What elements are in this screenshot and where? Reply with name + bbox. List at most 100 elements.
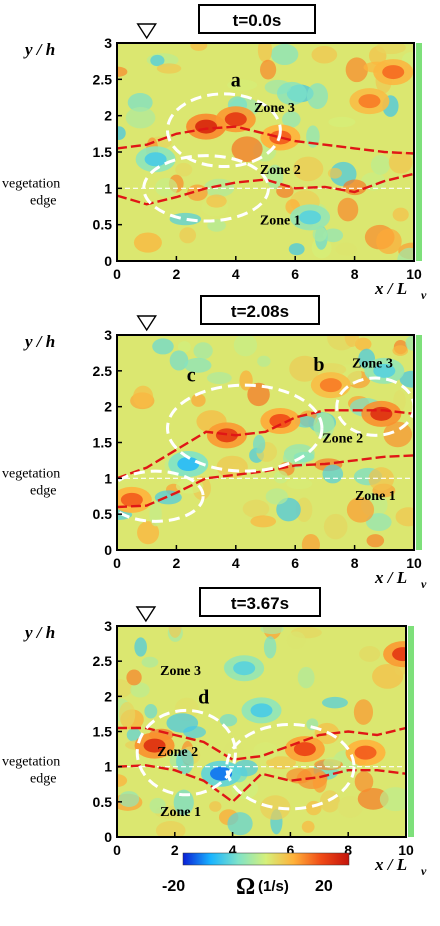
zone-label: Zone 1 — [260, 214, 301, 229]
vegetation-label-line2: edge — [30, 772, 56, 787]
vorticity-core — [392, 647, 406, 662]
coherent-structure-ellipse — [165, 383, 324, 473]
field-texture-blob — [353, 699, 374, 725]
x-tick-label: 2 — [171, 842, 179, 858]
field-texture-blob — [266, 756, 297, 770]
field-texture-blob — [376, 228, 402, 255]
heatmap-panel-2: Zone 3 Zone 2 Zone 1 c b 0 2 4 6 8 10 0 0.5 1 1.5 2 2.5 3… — [2, 315, 427, 591]
field-texture-blob — [327, 167, 342, 179]
vorticity-core — [358, 94, 381, 109]
field-texture-blob — [265, 488, 289, 505]
field-texture-blob — [289, 355, 320, 382]
field-texture-blob — [354, 337, 372, 351]
field-texture-blob — [242, 499, 270, 518]
interface-line-lower-interface — [116, 764, 407, 804]
vegetation-label-line1: vegetation — [2, 176, 60, 191]
y-tick-label: 1 — [104, 759, 112, 775]
x-tick-label: 10 — [406, 266, 422, 282]
y-tick-label: 0 — [104, 829, 112, 845]
field-texture-blob — [323, 757, 341, 769]
vorticity-core — [224, 112, 247, 127]
x-tick-label: 4 — [232, 266, 240, 282]
y-tick-label: 0.5 — [93, 794, 113, 810]
interface-line-upper-interface — [117, 726, 407, 761]
time-label: t=0.0s — [232, 11, 282, 30]
heatmap-panel-1: Zone 3 Zone 2 Zone 1 a 0 2 4 6 8 10 0 0.5 1 1.5 2 2.5 3 y… — [2, 23, 427, 302]
field-texture-blob — [281, 111, 301, 128]
field-texture-blob — [227, 812, 253, 836]
vegetation-label-line2: edge — [30, 193, 56, 208]
field-texture-blob — [169, 350, 189, 371]
colorbar-max-label: 20 — [315, 878, 333, 895]
field-texture-blob — [177, 341, 191, 353]
field-texture-blob — [209, 801, 222, 812]
field-texture-blob — [286, 768, 312, 784]
field-texture-blob — [227, 79, 258, 91]
field-texture-blob — [357, 787, 389, 810]
y-axis-label: y / h — [23, 40, 55, 59]
field-texture-blob — [260, 626, 284, 635]
coherent-structure-ellipse — [135, 708, 237, 797]
field-texture-blob — [184, 357, 212, 373]
field-texture-blob — [395, 507, 414, 527]
field-texture-blob — [117, 679, 133, 699]
field-texture-blob — [117, 126, 126, 141]
y-tick-label: 2 — [104, 108, 112, 124]
field-texture-blob — [276, 497, 301, 522]
structure-label: b — [313, 354, 324, 376]
field-texture-blob — [152, 338, 174, 355]
x-tick-label: 8 — [351, 555, 359, 571]
y-tick-label: 2.5 — [93, 363, 113, 379]
field-texture-blob — [149, 797, 166, 814]
field-texture-blob — [293, 156, 324, 182]
x-tick-label: 0 — [113, 842, 121, 858]
zone-label: Zone 3 — [160, 664, 201, 679]
x-tick-label: 6 — [287, 842, 295, 858]
field-texture-blob — [388, 151, 413, 174]
field-texture-blob — [127, 93, 153, 112]
field-texture-blob — [133, 385, 154, 408]
zone-label: Zone 2 — [322, 432, 363, 447]
vorticity-core — [370, 406, 393, 421]
heatmap-panel-3: Zone 3 Zone 2 Zone 1 d 0 2 4 6 8 10 0 0.5 1 1.5 2 2.5 3 y… — [2, 606, 427, 878]
vorticity-core — [120, 492, 143, 507]
vorticity-core — [144, 152, 167, 167]
field-texture-blob — [301, 820, 315, 833]
field-texture-blob — [126, 728, 142, 742]
y-axis-label: y / h — [23, 332, 55, 351]
field-texture-blob — [359, 646, 381, 662]
water-level-marker-icon — [135, 606, 157, 623]
field-texture-blob — [405, 335, 414, 351]
field-texture-blob — [130, 682, 150, 698]
field-texture-blob — [297, 666, 315, 689]
structure-label: d — [198, 686, 209, 708]
colorbar-gradient — [182, 852, 350, 866]
interface-line-lower-interface — [116, 172, 415, 206]
y-tick-label: 1.5 — [93, 435, 113, 451]
field-texture-blob — [247, 382, 270, 407]
field-texture-blob — [379, 787, 406, 812]
colorbar-min-label: -20 — [162, 878, 185, 895]
field-texture-blob — [295, 497, 313, 523]
field-texture-blob — [233, 335, 258, 357]
field-texture-blob — [321, 696, 348, 709]
field-texture-blob — [134, 637, 147, 657]
x-axis-label: x / L — [374, 279, 407, 298]
vegetation-strip — [416, 43, 422, 261]
time-label-box-2: t=2.08s — [200, 295, 320, 325]
y-tick-label: 0 — [104, 542, 112, 558]
field-texture-blob — [366, 513, 392, 532]
colorbar: -20 Ω (1/s) 20 — [162, 852, 350, 900]
structure-label: c — [187, 365, 196, 387]
field-texture-blob — [206, 372, 232, 385]
vorticity-core — [195, 119, 218, 134]
zone-label: Zone 1 — [160, 805, 201, 820]
x-axis-label-subscript: v — [421, 288, 427, 302]
field-texture-blob — [117, 66, 128, 77]
y-tick-label: 3 — [104, 618, 112, 634]
field-texture-blob — [286, 631, 306, 649]
field-texture-blob — [337, 197, 359, 222]
field-texture-blob — [354, 771, 374, 793]
y-tick-label: 1.5 — [93, 724, 113, 740]
field-texture-blob — [330, 161, 357, 187]
